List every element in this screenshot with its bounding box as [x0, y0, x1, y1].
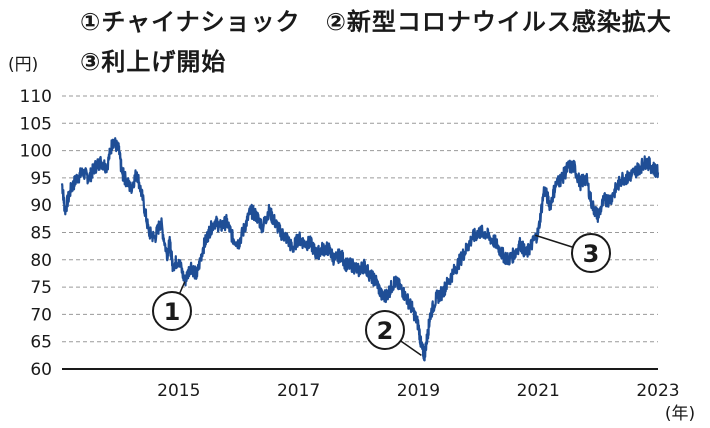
y-tick-label: 65: [30, 333, 52, 353]
annotation-number: 2: [377, 317, 394, 345]
annotation-number: 1: [164, 298, 181, 326]
x-tick-label: 2021: [517, 381, 560, 401]
y-tick-label: 70: [30, 305, 52, 325]
annotation-circle: [365, 310, 405, 350]
annotation-circle: [571, 233, 611, 273]
x-tick-label: 2019: [397, 381, 440, 401]
x-tick-label: 2017: [277, 381, 320, 401]
y-tick-label: 60: [30, 360, 52, 380]
x-axis-unit: (年): [665, 404, 695, 424]
x-tick-label: 2023: [636, 381, 679, 401]
y-axis-unit: (円): [8, 55, 39, 75]
y-tick-label: 80: [30, 251, 52, 271]
y-tick-label: 75: [30, 278, 52, 298]
y-tick-label: 105: [20, 114, 52, 134]
y-tick-label: 100: [20, 142, 52, 162]
annotation-circle: [152, 291, 192, 331]
x-tick-label: 2015: [157, 381, 200, 401]
y-tick-label: 85: [30, 224, 52, 244]
y-tick-label: 95: [30, 169, 52, 189]
chart-title-line-2: ③利上げ開始: [80, 48, 227, 76]
y-tick-label: 110: [20, 87, 52, 107]
annotation-number: 3: [583, 240, 600, 268]
series-line: [60, 137, 660, 362]
chart-title-line-1: ①チャイナショック ②新型コロナウイルス感染拡大: [80, 8, 672, 36]
y-tick-label: 90: [30, 196, 52, 216]
